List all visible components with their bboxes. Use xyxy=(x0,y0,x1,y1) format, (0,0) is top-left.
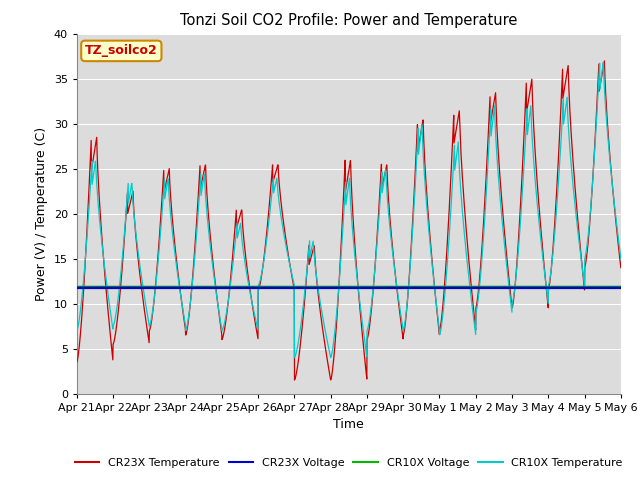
Title: Tonzi Soil CO2 Profile: Power and Temperature: Tonzi Soil CO2 Profile: Power and Temper… xyxy=(180,13,518,28)
Y-axis label: Power (V) / Temperature (C): Power (V) / Temperature (C) xyxy=(35,127,48,300)
Legend: CR23X Temperature, CR23X Voltage, CR10X Voltage, CR10X Temperature: CR23X Temperature, CR23X Voltage, CR10X … xyxy=(70,453,627,472)
X-axis label: Time: Time xyxy=(333,418,364,431)
Text: TZ_soilco2: TZ_soilco2 xyxy=(85,44,157,58)
